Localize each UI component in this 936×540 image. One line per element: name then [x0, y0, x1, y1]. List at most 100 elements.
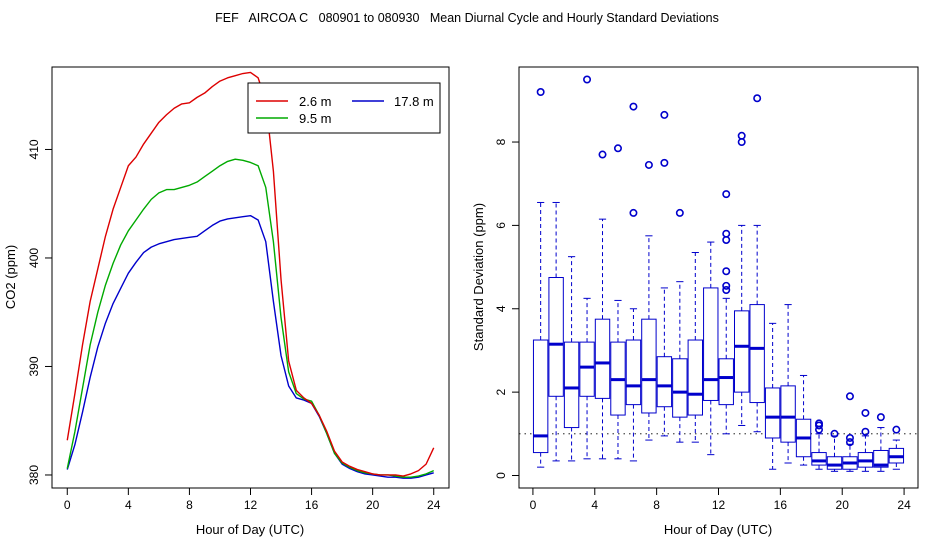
- left-y-axis-label: CO2 (ppm): [3, 245, 18, 309]
- outlier-point: [845, 438, 854, 447]
- box-hour: [625, 102, 642, 462]
- outlier-point: [675, 208, 684, 217]
- box-hour: [826, 429, 843, 472]
- outlier-point: [583, 75, 592, 84]
- box-hour: [718, 190, 734, 435]
- outlier-point: [722, 281, 731, 290]
- box-hour: [548, 201, 564, 462]
- outlier-point: [660, 110, 669, 119]
- legend-label-17-8m: 17.8 m: [394, 94, 434, 109]
- iqr-box: [532, 339, 549, 454]
- outlier-point: [722, 267, 731, 276]
- iqr-box: [579, 341, 595, 397]
- iqr-box: [718, 358, 734, 406]
- legend-label-9-5m: 9.5 m: [299, 111, 332, 126]
- right-y-tick-label: 6: [494, 222, 508, 229]
- box-hour: [532, 88, 549, 468]
- right-x-tick-label: 0: [530, 498, 537, 512]
- box-hour: [703, 241, 719, 456]
- left-x-tick-label: 0: [64, 498, 71, 512]
- series-line-17-8-m: [66, 214, 434, 479]
- box-hour: [873, 413, 889, 472]
- right-x-tick-label: 4: [591, 498, 598, 512]
- outlier-point: [892, 425, 901, 434]
- iqr-box: [548, 277, 564, 397]
- outlier-point: [722, 190, 731, 199]
- box-hour: [687, 251, 704, 443]
- box-hour: [811, 419, 827, 470]
- iqr-box: [764, 387, 781, 439]
- outlier-point: [660, 158, 669, 167]
- iqr-box: [672, 358, 688, 418]
- right-x-tick-label: 12: [712, 498, 726, 512]
- box-hour: [888, 425, 905, 470]
- outlier-point: [722, 229, 731, 238]
- iqr-box: [625, 339, 642, 406]
- box-hour: [594, 150, 611, 460]
- outlier-point: [613, 144, 622, 153]
- outlier-point: [845, 392, 854, 401]
- box-hour: [857, 408, 874, 472]
- figure-title: FEF AIRCOA C 080901 to 080930 Mean Diurn…: [215, 11, 719, 25]
- outlier-point: [722, 286, 731, 295]
- box-hour: [672, 208, 688, 443]
- outlier-point: [598, 150, 607, 159]
- left-x-axis-label: Hour of Day (UTC): [196, 522, 304, 537]
- iqr-box: [641, 318, 657, 414]
- right-x-tick-label: 8: [653, 498, 660, 512]
- series-line-9-5-m: [66, 158, 435, 478]
- right-x-tick-label: 24: [897, 498, 911, 512]
- right-y-tick-label: 4: [494, 305, 508, 312]
- left-x-tick-label: 24: [427, 498, 441, 512]
- iqr-box: [703, 287, 719, 401]
- legend-label-2-6m: 2.6 m: [299, 94, 332, 109]
- outlier-point: [737, 131, 746, 140]
- outlier-point: [644, 160, 653, 169]
- left-legend: 2.6 m 9.5 m 17.8 m: [247, 82, 441, 134]
- right-x-tick-label: 20: [836, 498, 850, 512]
- left-panel: 0 4 8 12 16 20 24 380 390 400 410 Hour of Day (UT…: [3, 66, 450, 537]
- outlier-point: [536, 88, 545, 97]
- iqr-box: [811, 452, 827, 466]
- iqr-box: [749, 304, 765, 404]
- iqr-box: [687, 339, 704, 416]
- box-hour: [610, 144, 626, 460]
- outlier-point: [876, 413, 885, 422]
- right-y-tick-label: 8: [494, 138, 508, 145]
- iqr-box: [780, 385, 796, 443]
- iqr-box: [733, 310, 750, 393]
- box-hour: [641, 160, 657, 441]
- right-x-tick-label: 16: [774, 498, 788, 512]
- left-x-tick-label: 8: [186, 498, 193, 512]
- box-hour: [780, 304, 796, 464]
- series-line-2-6-m: [66, 71, 435, 477]
- left-y-tick-label: 410: [27, 139, 41, 159]
- left-x-tick-label: 20: [366, 498, 380, 512]
- box-hour: [563, 256, 580, 462]
- outlier-point: [737, 138, 746, 147]
- left-y-tick-label: 390: [27, 356, 41, 376]
- right-y-axis-label: Standard Deviation (ppm): [471, 203, 486, 351]
- box-hour: [842, 392, 858, 472]
- box-hour: [579, 75, 595, 460]
- outlier-point: [861, 427, 870, 436]
- outlier-point: [629, 102, 638, 111]
- box-hour: [733, 131, 750, 426]
- right-y-tick-label: 2: [494, 388, 508, 395]
- legend-box: [247, 82, 441, 134]
- outlier-point: [815, 419, 824, 428]
- left-y-tick-label: 380: [27, 465, 41, 485]
- outlier-point: [845, 433, 854, 442]
- left-x-tick-label: 12: [244, 498, 258, 512]
- box-hour: [795, 374, 812, 466]
- left-x-tick-label: 4: [125, 498, 132, 512]
- left-y-tick-label: 400: [27, 248, 41, 268]
- box-hour: [656, 110, 673, 437]
- outlier-point: [722, 235, 731, 244]
- iqr-box: [594, 318, 611, 399]
- box-hour: [764, 322, 781, 470]
- box-hour: [749, 94, 765, 433]
- outlier-point: [830, 429, 839, 438]
- outlier-point: [629, 208, 638, 217]
